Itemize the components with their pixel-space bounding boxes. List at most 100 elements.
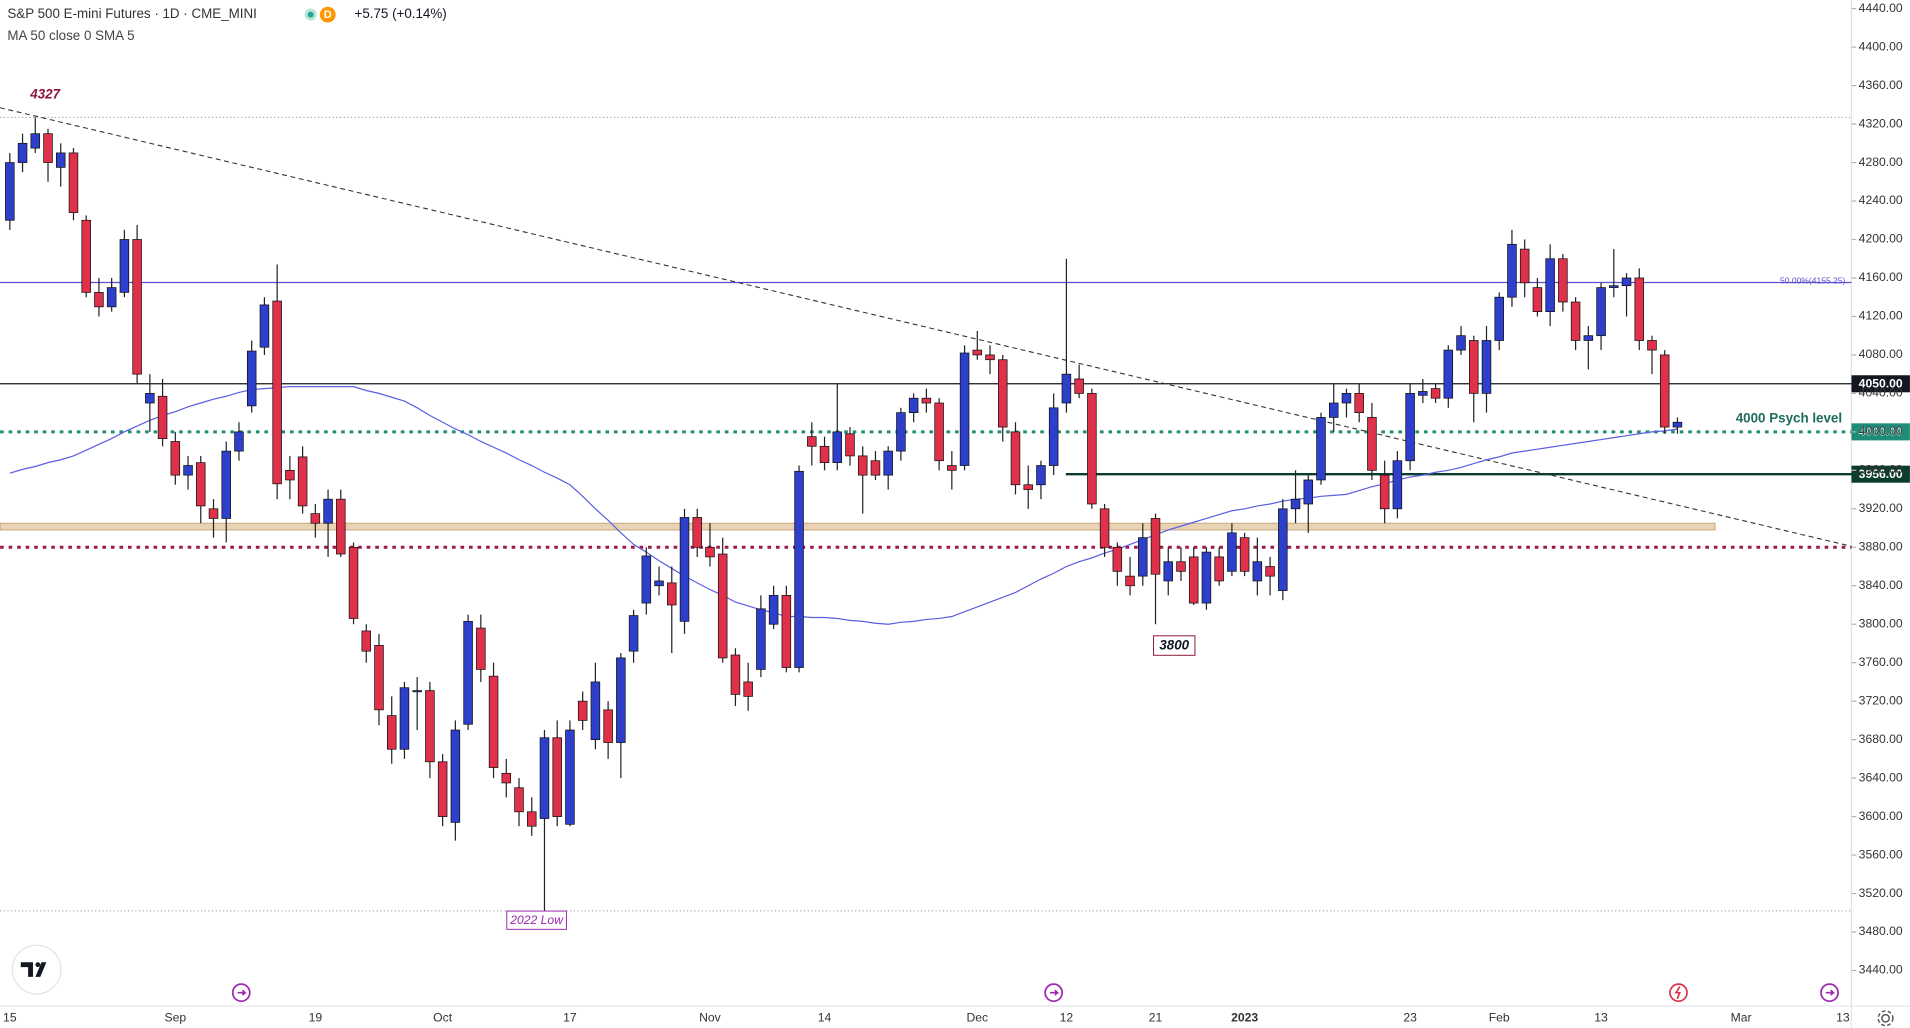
y-tick-label: 4360.00 <box>1859 78 1903 92</box>
candle-body <box>603 709 613 743</box>
candle-body <box>514 787 524 813</box>
candle-body <box>1367 417 1377 471</box>
candle-body <box>1596 287 1606 337</box>
candle-body <box>259 304 270 348</box>
candle-body <box>30 133 41 149</box>
y-tick-label: 3960.00 <box>1859 463 1903 477</box>
candle-body <box>234 431 244 452</box>
candle-body <box>221 450 231 519</box>
candle-body <box>386 715 397 750</box>
candle-body <box>145 393 155 404</box>
candle-body <box>577 700 588 721</box>
candle-body <box>1048 407 1059 466</box>
candle-body <box>1570 301 1581 341</box>
candle-body <box>794 470 804 668</box>
status-dot-core <box>307 11 314 18</box>
candle-body <box>1023 484 1033 490</box>
x-tick-label: Sep <box>164 1010 186 1024</box>
x-tick-label: 21 <box>1149 1010 1163 1024</box>
candle-body <box>857 455 868 476</box>
candle-body <box>1290 498 1301 510</box>
candle-body <box>565 729 575 825</box>
x-tick-label: 13 <box>1836 1010 1850 1024</box>
high-label: 4327 <box>29 87 60 102</box>
candle-body <box>463 620 473 725</box>
candle-body <box>119 239 130 293</box>
y-tick-label: 4320.00 <box>1859 116 1903 130</box>
x-tick-label: 19 <box>309 1010 323 1024</box>
candle-body <box>348 546 359 619</box>
candle-body <box>1583 335 1594 341</box>
candle-body <box>1265 566 1275 577</box>
candle-body <box>730 654 741 695</box>
settings-icon[interactable] <box>1877 1010 1894 1027</box>
x-tick-label: 15 <box>3 1010 17 1024</box>
y-tick-label: 3800.00 <box>1859 616 1903 630</box>
badge-text: D <box>324 9 332 21</box>
candle-body <box>781 595 792 668</box>
trendline <box>0 107 1852 547</box>
event-icons <box>231 983 1839 1003</box>
candle-body <box>654 580 664 587</box>
candle-body <box>297 456 308 507</box>
candle-body <box>883 450 893 476</box>
candle-body <box>1036 465 1046 486</box>
y-tick-label: 3440.00 <box>1859 963 1903 977</box>
candle-body <box>1519 248 1530 284</box>
candle-body <box>692 517 702 548</box>
x-tick-label: 12 <box>1060 1010 1074 1024</box>
candle-body <box>132 239 142 375</box>
y-tick-label: 3760.00 <box>1859 655 1903 669</box>
x-tick-label: 14 <box>818 1010 832 1024</box>
candle-body <box>412 690 422 693</box>
y-tick-label: 4120.00 <box>1859 309 1903 323</box>
candle-body <box>705 546 715 558</box>
candle-body <box>1558 258 1568 303</box>
candle-body <box>1469 340 1479 394</box>
y-tick-label: 3920.00 <box>1859 501 1903 515</box>
y-tick-label: 3560.00 <box>1859 847 1903 861</box>
candle-body <box>55 152 66 168</box>
candle-body <box>361 630 372 652</box>
y-tick-label: 3480.00 <box>1859 924 1903 938</box>
candle-body <box>1481 340 1492 394</box>
indicator-legend: MA 50 close 0 SMA 5 <box>7 28 134 43</box>
candle-body <box>768 595 779 625</box>
y-tick-label: 3600.00 <box>1859 809 1903 823</box>
candle-body <box>323 498 333 524</box>
candle-body <box>908 397 919 413</box>
candle-body <box>1099 508 1110 548</box>
candle-body <box>1061 373 1072 404</box>
candle-body <box>106 287 117 308</box>
price-tag-label: 3956.00 <box>1859 467 1903 481</box>
candle-body <box>679 517 690 622</box>
x-tick-label: 23 <box>1403 1010 1417 1024</box>
change: +5.75 (+0.14%) <box>355 6 447 21</box>
candle-body <box>985 354 995 361</box>
candle-body <box>1647 340 1657 351</box>
candle-body <box>94 292 104 308</box>
x-tick-label: Nov <box>699 1010 722 1024</box>
candle-body <box>1430 388 1441 399</box>
candle-body <box>501 772 512 784</box>
candle-body <box>81 219 91 293</box>
candle-body <box>425 690 435 763</box>
candle-body <box>1252 561 1263 582</box>
y-tick-label: 4040.00 <box>1859 386 1903 400</box>
x-tick-label: Mar <box>1731 1010 1752 1024</box>
candle-body <box>1303 479 1314 505</box>
x-tick-label: Dec <box>966 1010 988 1024</box>
candle-body <box>870 460 881 476</box>
candle-body <box>1621 277 1632 287</box>
candle-body <box>641 555 652 604</box>
y-tick-label: 4240.00 <box>1859 193 1903 207</box>
candle-body <box>1379 474 1390 510</box>
y-tick-label: 3640.00 <box>1859 770 1903 784</box>
y-tick-label: 3840.00 <box>1859 578 1903 592</box>
candle-body <box>1659 354 1670 428</box>
candle-body <box>196 462 206 507</box>
candle-body <box>1201 551 1212 604</box>
